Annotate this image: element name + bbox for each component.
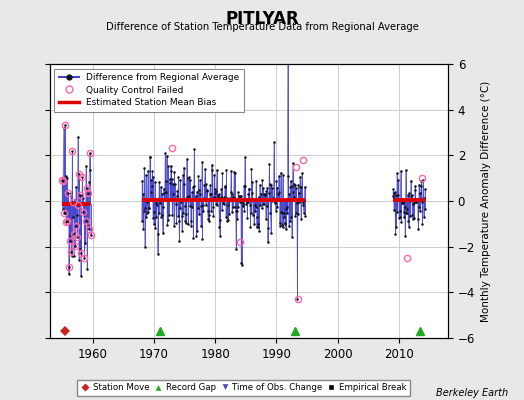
Text: Berkeley Earth: Berkeley Earth: [436, 388, 508, 398]
Y-axis label: Monthly Temperature Anomaly Difference (°C): Monthly Temperature Anomaly Difference (…: [481, 80, 490, 322]
Text: Difference of Station Temperature Data from Regional Average: Difference of Station Temperature Data f…: [105, 22, 419, 32]
Legend: Difference from Regional Average, Quality Control Failed, Estimated Station Mean: Difference from Regional Average, Qualit…: [54, 68, 244, 112]
Text: PITLYAR: PITLYAR: [225, 10, 299, 28]
Legend: Station Move, Record Gap, Time of Obs. Change, Empirical Break: Station Move, Record Gap, Time of Obs. C…: [78, 380, 410, 396]
